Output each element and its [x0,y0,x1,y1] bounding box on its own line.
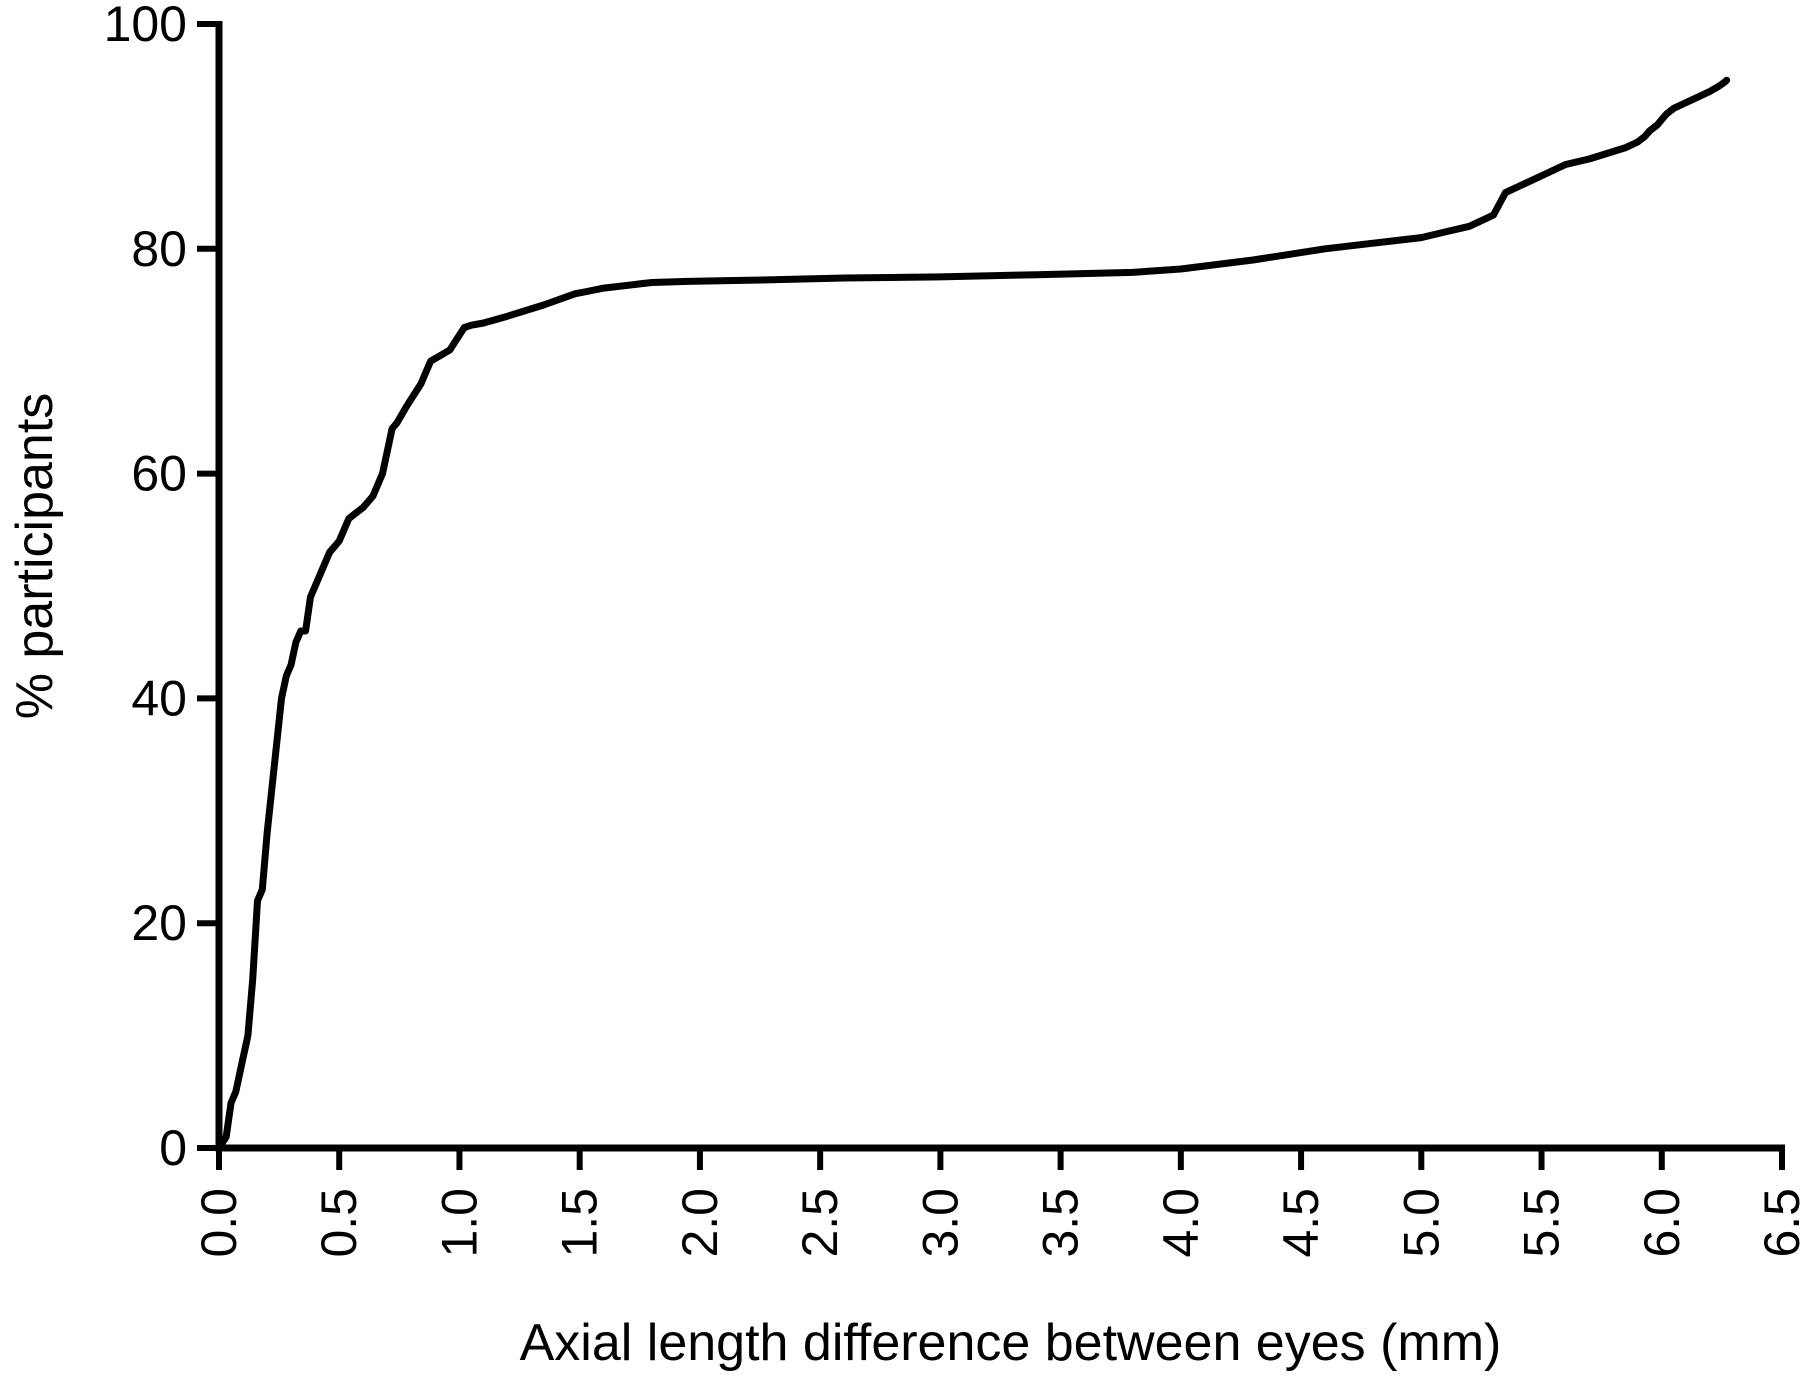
y-tick-label-3: 60 [131,446,187,502]
y-axis-tick-labels: 0 20 40 60 80 100 [104,0,187,1176]
x-tick-label-8: 4.0 [1153,1188,1209,1258]
x-tick-label-11: 5.5 [1514,1188,1570,1258]
x-tick-label-4: 2.0 [672,1188,728,1258]
y-tick-label-5: 100 [104,0,187,52]
x-tick-label-5: 2.5 [792,1188,848,1258]
x-tick-label-9: 4.5 [1273,1188,1329,1258]
x-tick-label-1: 0.5 [311,1188,367,1258]
y-tick-label-4: 80 [131,221,187,277]
x-tick-label-12: 6.0 [1634,1188,1690,1258]
x-tick-label-2: 1.0 [431,1188,487,1258]
x-axis-title: Axial length difference between eyes (mm… [520,1314,1502,1372]
series-line [215,76,1731,1152]
x-axis-tick-labels: 0.0 0.5 1.0 1.5 2.0 2.5 3.0 3.5 4.0 4.5 5.0 5.5 6.0 6… [191,1188,1800,1258]
x-tick-label-6: 3.0 [912,1188,968,1258]
x-tick-label-0: 0.0 [191,1188,247,1258]
x-tick-label-7: 3.5 [1033,1188,1089,1258]
y-tick-label-1: 20 [131,895,187,951]
x-tick-label-10: 5.0 [1393,1188,1449,1258]
x-tick-label-13: 6.5 [1754,1188,1800,1258]
y-tick-label-0: 0 [159,1120,187,1176]
x-tick-label-3: 1.5 [552,1188,608,1258]
y-tick-label-2: 40 [131,670,187,726]
y-axis-ticks [197,21,219,1151]
y-axis-title: % participants [6,393,64,720]
x-axis-ticks [216,1148,1785,1170]
